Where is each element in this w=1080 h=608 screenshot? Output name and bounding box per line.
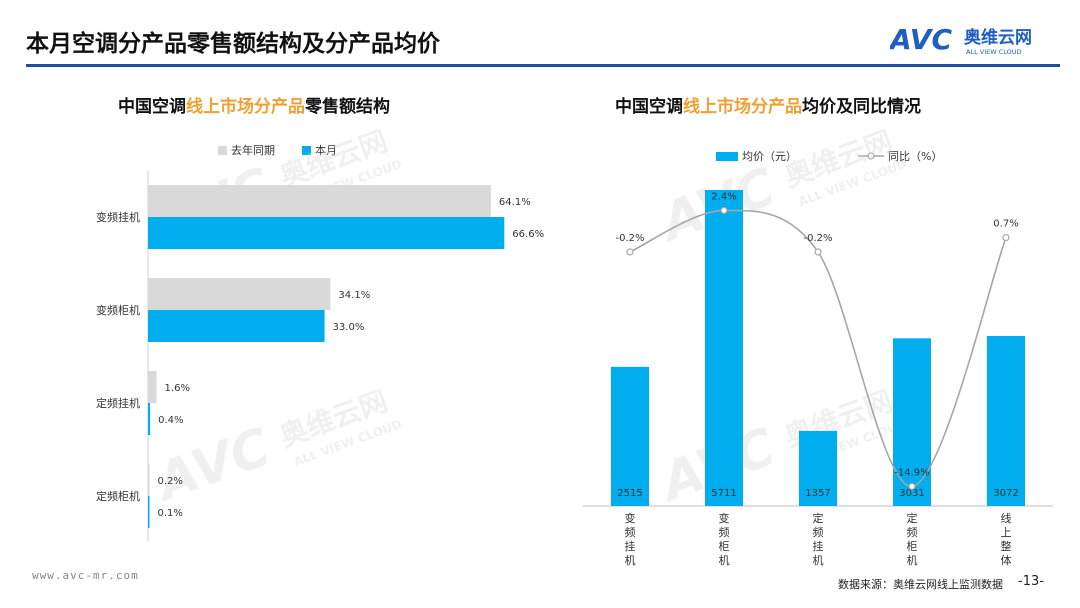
legend-last-year: 去年同期 — [218, 142, 275, 158]
legend-swatch-bar — [716, 151, 738, 161]
page-number: -13- — [1018, 574, 1044, 589]
right-price-bar — [987, 336, 1025, 506]
yoy-label: -0.2% — [615, 233, 644, 244]
right-bar-label: 3031 — [899, 488, 924, 499]
footer-source: 数据来源：奥维云网线上监测数据 — [838, 578, 1003, 591]
watermark-mark: AVC — [146, 417, 278, 514]
yoy-label: 2.4% — [711, 191, 736, 202]
yoy-point — [908, 482, 916, 491]
left-bar-this-month — [148, 217, 505, 249]
right-title-highlight: 线上市场分产品 — [683, 97, 802, 117]
right-price-bar — [893, 338, 931, 506]
left-bar-this-month — [148, 310, 325, 342]
avc-logo: AVC 奥维云网 ALL VIEW CLOUD — [890, 23, 1032, 56]
header-rule — [26, 64, 1060, 67]
legend-this-month-label: 本月 — [315, 144, 337, 157]
left-bar-last-year — [148, 464, 150, 496]
left-data-label: 34.1% — [338, 290, 370, 301]
left-title-prefix: 中国空调 — [118, 97, 186, 117]
right-combo-chart: 2515 变频挂机 5711 变频柜机 1357 定频挂机 3031 定频柜机 3072 线上整体… — [583, 189, 1053, 567]
logo-cn: 奥维云网 — [964, 27, 1032, 48]
yoy-point — [626, 248, 634, 256]
right-bar-label: 3072 — [993, 488, 1018, 499]
left-category-label: 变频挂机 — [96, 210, 140, 224]
left-data-label: 0.2% — [158, 476, 183, 487]
left-category-label: 定频挂机 — [96, 396, 140, 410]
left-category-label: 变频柜机 — [96, 303, 140, 317]
right-category-label: 变频挂机 — [625, 511, 636, 567]
logo-mark: AVC — [890, 23, 952, 56]
page-title: 本月空调分产品零售额结构及分产品均价 — [26, 31, 440, 57]
right-category-label: 线上整体 — [1001, 511, 1012, 567]
left-bar-last-year — [148, 185, 491, 217]
left-data-label: 66.6% — [512, 229, 544, 240]
legend-yoy: 同比（%） — [858, 148, 942, 164]
legend-avg-price: 均价（元） — [716, 148, 797, 164]
left-data-label: 64.1% — [499, 197, 531, 208]
yoy-label: -0.2% — [803, 233, 832, 244]
yoy-label: -14.9% — [894, 467, 929, 478]
right-chart-title: 中国空调线上市场分产品均价及同比情况 — [615, 92, 921, 117]
left-title-highlight: 线上市场分产品 — [186, 97, 305, 117]
yoy-point — [720, 206, 728, 215]
right-price-bar — [611, 366, 649, 506]
left-data-label: 1.6% — [165, 383, 190, 394]
left-data-label: 33.0% — [333, 322, 365, 333]
left-data-label: 0.1% — [158, 508, 183, 519]
left-bar-chart: 变频挂机 64.1% 66.6% 变频柜机 34.1% 33.0% 定频挂机 1.6% 0.4%… — [96, 170, 544, 542]
legend-line-swatch — [858, 152, 884, 160]
right-bar-label: 2515 — [617, 488, 642, 499]
left-bar-last-year — [148, 371, 157, 403]
legend-yoy-label: 同比（%） — [888, 150, 943, 163]
left-category-label: 定频柜机 — [96, 489, 140, 503]
right-bar-label: 1357 — [805, 488, 830, 499]
footer-url: www.avc-mr.com — [32, 569, 139, 582]
yoy-point — [1002, 233, 1010, 242]
left-bar-this-month — [148, 496, 150, 528]
left-chart-title: 中国空调线上市场分产品零售额结构 — [118, 92, 390, 117]
right-bar-label: 5711 — [711, 488, 736, 499]
legend-last-year-label: 去年同期 — [231, 144, 275, 157]
legend-this-month: 本月 — [302, 142, 337, 158]
legend-swatch-gray — [218, 145, 227, 155]
yoy-label: 0.7% — [993, 219, 1018, 230]
left-bar-this-month — [148, 403, 151, 435]
left-bar-last-year — [148, 278, 331, 310]
right-price-bar — [705, 189, 743, 506]
left-data-label: 0.4% — [158, 415, 183, 426]
left-title-suffix: 零售额结构 — [305, 97, 390, 117]
yoy-line — [629, 209, 1007, 488]
right-category-label: 变频柜机 — [719, 511, 730, 567]
logo-en: ALL VIEW CLOUD — [966, 48, 1022, 56]
yoy-point — [814, 248, 822, 256]
right-category-label: 定频挂机 — [813, 511, 824, 567]
legend-swatch-blue — [302, 145, 311, 155]
right-price-bar — [799, 430, 837, 506]
right-title-suffix: 均价及同比情况 — [802, 97, 921, 117]
right-title-prefix: 中国空调 — [615, 97, 683, 117]
legend-avg-price-label: 均价（元） — [742, 150, 797, 163]
right-category-label: 定频柜机 — [907, 511, 918, 567]
